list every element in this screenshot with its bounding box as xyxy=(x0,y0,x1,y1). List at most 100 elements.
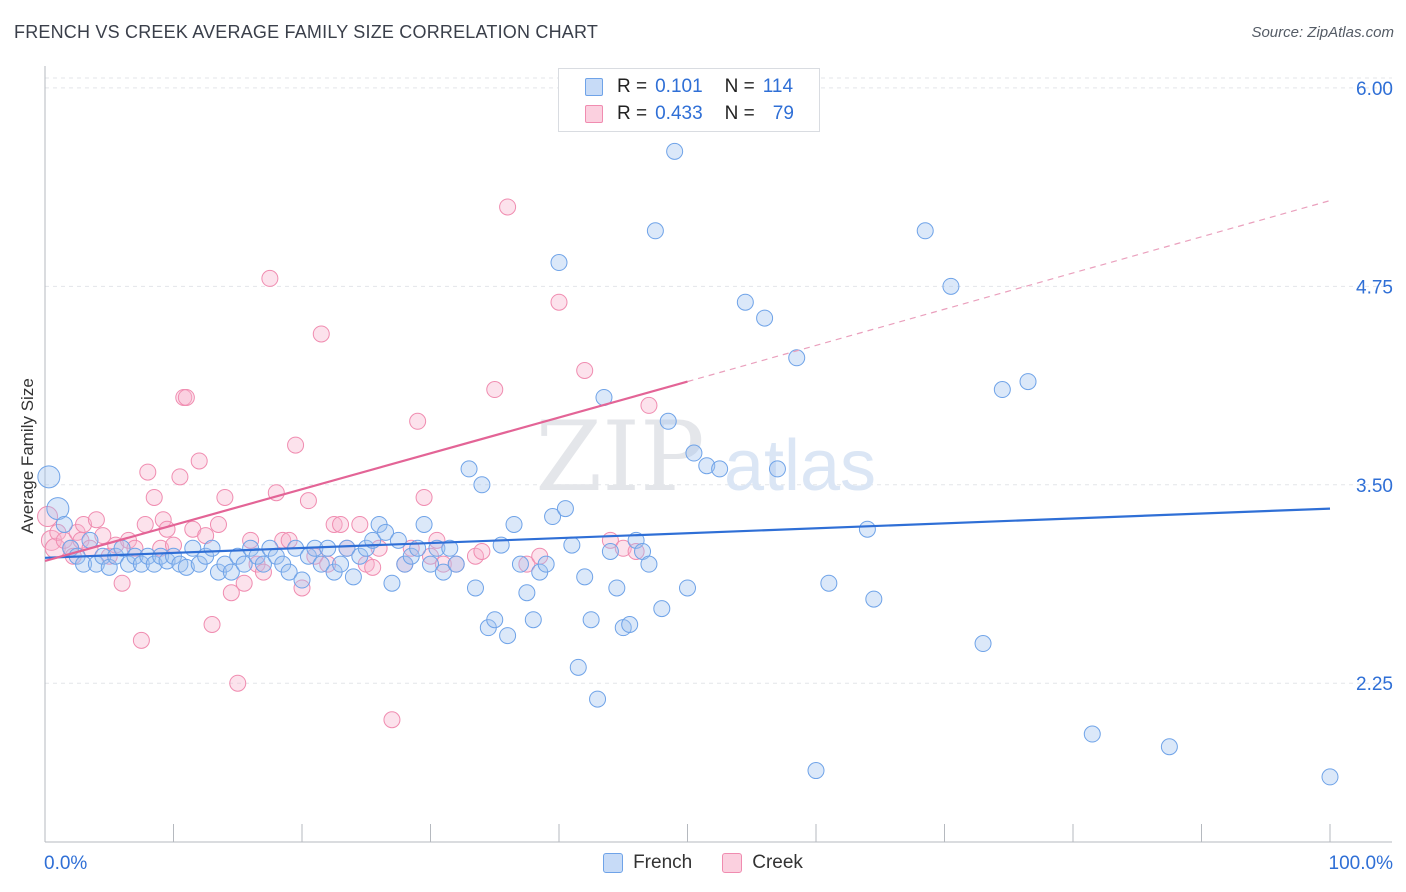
legend-creek-label: Creek xyxy=(752,852,803,873)
creek-point xyxy=(190,452,208,470)
creek-point xyxy=(299,492,317,510)
french-point xyxy=(203,539,221,557)
legend-item-french: French xyxy=(603,852,692,874)
french-point xyxy=(640,555,658,573)
x-tick-label-0: 0.0% xyxy=(44,853,87,874)
creek-point xyxy=(576,361,594,379)
french-point xyxy=(235,555,253,573)
chart-title: FRENCH VS CREEK AVERAGE FAMILY SIZE CORR… xyxy=(14,22,599,42)
french-point xyxy=(1019,373,1037,391)
creek-r-value: 0.433 xyxy=(655,103,703,124)
creek-trend-extension xyxy=(687,200,1331,383)
french-point xyxy=(537,555,555,573)
creek-point xyxy=(75,515,93,533)
french-point xyxy=(466,579,484,597)
creek-point xyxy=(614,539,632,557)
french-point xyxy=(1321,768,1339,786)
french-point xyxy=(942,277,960,295)
french-point xyxy=(807,762,825,780)
creek-point xyxy=(499,198,517,216)
creek-point xyxy=(113,574,131,592)
french-point xyxy=(524,611,542,629)
french-point xyxy=(1160,738,1178,756)
french-point xyxy=(505,515,523,533)
legend-row-french: R = 0.101 N = 114 xyxy=(585,73,793,101)
french-point xyxy=(993,381,1011,399)
creek-point xyxy=(351,515,369,533)
creek-swatch xyxy=(585,105,603,123)
tick-labels: 2.25 3.50 4.75 6.00 0.0% 100.0% xyxy=(44,79,1393,874)
french-point xyxy=(556,500,574,518)
creek-point xyxy=(136,515,154,533)
french-point xyxy=(756,309,774,327)
creek-point xyxy=(518,555,536,573)
french-point xyxy=(344,568,362,586)
creek-point xyxy=(209,515,227,533)
french-point xyxy=(646,222,664,240)
legend-french-label: French xyxy=(633,852,693,873)
creek-point xyxy=(37,506,59,528)
french-point xyxy=(312,555,330,573)
creek-point xyxy=(332,515,350,533)
french-point xyxy=(447,555,465,573)
creek-point xyxy=(325,515,343,533)
y-tick-label-0: 2.25 xyxy=(1356,674,1393,695)
french-point xyxy=(332,555,350,573)
french-point xyxy=(415,515,433,533)
creek-point xyxy=(640,396,658,414)
y-tick-label-3: 6.00 xyxy=(1356,79,1393,100)
french-point xyxy=(422,555,439,573)
french-point xyxy=(338,539,356,557)
french-point xyxy=(768,460,786,478)
watermark-atlas: atlas xyxy=(724,426,876,506)
creek-point xyxy=(132,631,150,649)
french-point xyxy=(280,563,298,581)
legend-item-creek: Creek xyxy=(722,852,803,874)
creek-point xyxy=(87,511,105,529)
creek-point xyxy=(145,488,163,506)
french-point xyxy=(858,520,876,538)
french-point xyxy=(679,579,696,597)
french-n-value: 114 xyxy=(762,76,794,97)
source-label: Source: ZipAtlas.com xyxy=(1251,24,1394,41)
french-point xyxy=(177,558,195,576)
creek-point xyxy=(139,463,157,481)
series-legend: French Creek xyxy=(0,852,1406,874)
french-point xyxy=(1083,725,1101,743)
y-tick-label-1: 3.50 xyxy=(1356,476,1393,497)
french-point xyxy=(698,457,716,475)
french-point xyxy=(666,142,684,160)
creek-point xyxy=(383,711,401,729)
creek-points xyxy=(37,198,658,729)
french-point xyxy=(511,555,529,573)
creek-point xyxy=(364,558,382,576)
creek-point xyxy=(229,674,247,692)
french-point xyxy=(582,611,600,629)
french-point xyxy=(499,627,517,645)
french-point xyxy=(659,412,677,430)
french-point xyxy=(589,690,607,708)
french-point xyxy=(441,539,459,557)
french-point xyxy=(544,508,562,526)
french-point xyxy=(383,574,401,592)
creek-point xyxy=(216,488,234,506)
watermark: ZIP atlas xyxy=(535,401,876,513)
creek-trend-line xyxy=(44,380,688,563)
axes xyxy=(44,66,1392,843)
french-point xyxy=(736,293,754,311)
french-point xyxy=(788,349,806,367)
y-axis-label: Average Family Size xyxy=(18,378,37,534)
trend-lines xyxy=(44,200,1331,563)
french-point xyxy=(916,222,934,240)
french-point xyxy=(254,555,272,573)
french-point xyxy=(569,658,587,676)
french-point xyxy=(389,531,407,549)
creek-point xyxy=(415,488,433,506)
gridlines xyxy=(45,77,1392,684)
french-point xyxy=(685,444,703,462)
creek-n-value: 79 xyxy=(772,103,794,124)
french-r-value: 0.101 xyxy=(655,76,703,97)
french-point xyxy=(550,254,568,272)
french-point xyxy=(601,542,619,560)
